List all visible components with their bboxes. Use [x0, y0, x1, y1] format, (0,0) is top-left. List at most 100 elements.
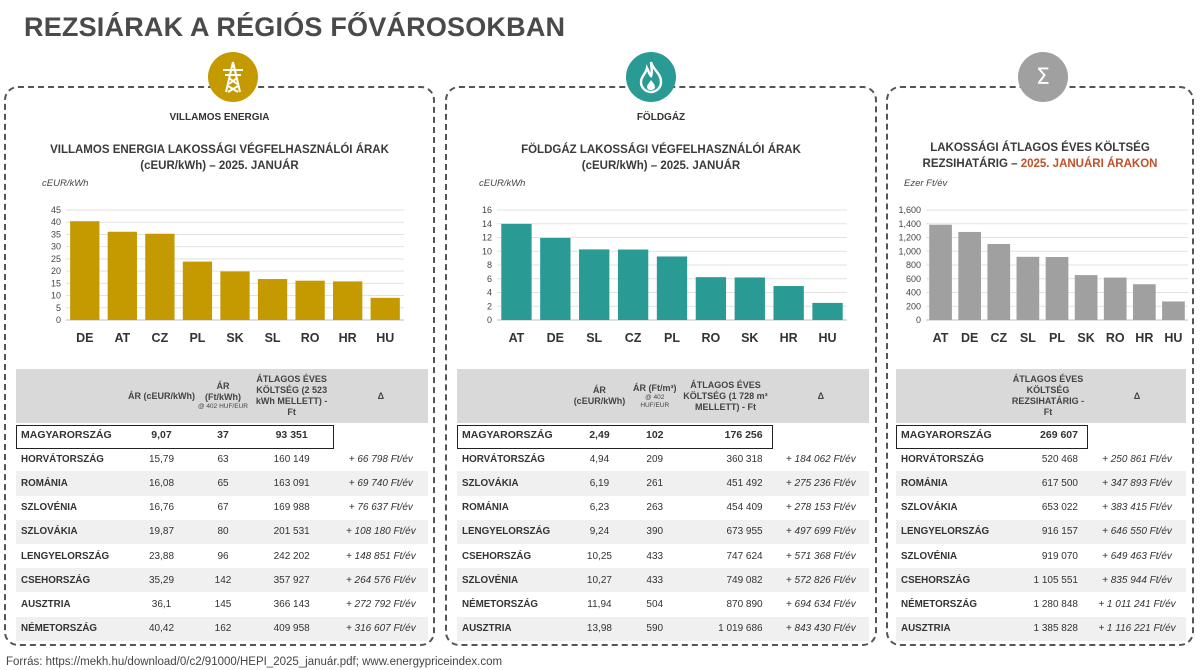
header-price-ceur: ÁR (cEUR/kWh)	[567, 369, 632, 423]
bar-AT	[501, 223, 532, 320]
header-delta: Δ	[333, 369, 428, 423]
chart-title-line2b: 2025. JANUÁRI ÁRAKON	[1020, 158, 1158, 170]
value-cell: 6,23	[589, 502, 610, 514]
category-label: VILLAMOS ENERGIA	[6, 112, 433, 123]
table-row: AUSZTRIA 1 385 828 + 1 116 221 Ft/év	[896, 616, 1186, 641]
value-cell: 80	[196, 519, 250, 544]
value-cell: 357 927	[249, 568, 334, 593]
y-tick-label: 1,400	[898, 219, 921, 229]
sigma-icon: Σ	[1018, 52, 1068, 102]
electricity-panel: VILLAMOS ENERGIA VILLAMOS ENERGIA LAKOSS…	[4, 86, 435, 646]
country-cell: LENGYELORSZÁG	[896, 519, 1008, 544]
header-price-ft: ÁR (Ft/kWh) @ 402 HUF/EUR	[196, 369, 250, 423]
country-cell: SZLOVÁKIA	[901, 502, 958, 514]
delta-cell: + 843 430 Ft/év	[772, 616, 869, 641]
value-cell: 145	[214, 598, 232, 610]
total-cost-panel: LAKOSSÁGI ÁTLAGOS ÉVES KÖLTSÉG REZSIHATÁ…	[886, 86, 1194, 646]
value-cell: 65	[196, 471, 250, 496]
country-cell: LENGYELORSZÁG	[457, 519, 568, 544]
y-tick-label: 16	[482, 205, 492, 215]
y-tick-label: 35	[51, 229, 61, 239]
bar-RO	[695, 277, 727, 320]
value-cell: 40,42	[126, 616, 197, 641]
electricity-price-chart: 0 5 10 15 20 25 30 35 40 45 DE AT CZ PL SK SL RO HR HU	[51, 205, 404, 345]
x-tick-label: SK	[741, 331, 758, 345]
value-cell	[772, 423, 869, 448]
x-tick-label: SL	[1020, 331, 1036, 345]
x-tick-label: CZ	[990, 331, 1007, 345]
chart-unit: cEUR/kWh	[479, 178, 526, 189]
y-tick-label: 0	[56, 315, 61, 325]
value-cell: 102	[631, 423, 679, 448]
country-cell: HORVÁTORSZÁG	[21, 453, 104, 465]
header-annual-cost: ÁTLAGOS ÉVES KÖLTSÉG REZSIHATÁRIG - Ft	[1008, 369, 1088, 423]
country-cell: AUSZTRIA	[896, 616, 1008, 641]
value-cell: 169 988	[273, 502, 310, 514]
country-cell: NÉMETORSZÁG	[901, 598, 978, 610]
value-cell: 269 607	[1008, 423, 1088, 448]
chart-title-line1: VILLAMOS ENERGIA LAKOSSÁGI VÉGFELHASZNÁL…	[50, 144, 389, 156]
country-cell: MAGYARORSZÁG	[896, 423, 1008, 448]
delta-cell: + 184 062 Ft/év	[785, 453, 856, 465]
table-row: HORVÁTORSZÁG 520 468 + 250 861 Ft/év	[896, 447, 1186, 471]
table-row: SZLOVÉNIA 10,27 433 749 082 + 572 826 Ft/év	[457, 568, 869, 593]
gas-price-chart: 0 2 4 6 8 10 12 14 16 AT DE SL CZ PL RO SK HR HU	[482, 205, 847, 345]
header-empty	[16, 369, 127, 423]
y-tick-label: 400	[906, 288, 921, 298]
x-tick-label: HR	[339, 331, 357, 345]
x-tick-label: PL	[664, 331, 680, 345]
value-cell: 366 143	[273, 598, 310, 610]
bar-HU	[812, 302, 843, 320]
delta-cell: + 347 893 Ft/év	[1088, 471, 1186, 496]
value-cell: 2,49	[567, 423, 632, 448]
bar-SK	[220, 271, 250, 320]
delta-cell: + 571 368 Ft/év	[785, 550, 856, 562]
value-cell: 1 019 686	[678, 616, 773, 641]
value-cell: 747 624	[726, 550, 763, 562]
x-tick-label: DE	[76, 331, 93, 345]
value-cell: 673 955	[678, 519, 773, 544]
x-tick-label: SL	[265, 331, 281, 345]
country-cell: AUSZTRIA	[21, 598, 71, 610]
bar-RO	[1103, 277, 1127, 320]
hungary-highlight-box	[896, 425, 1088, 450]
category-label-text: VILLAMOS ENERGIA	[169, 112, 270, 123]
delta-cell: + 272 792 Ft/év	[345, 598, 416, 610]
category-label: FÖLDGÁZ	[447, 112, 875, 123]
header-price-ft-text: ÁR (Ft/kWh)	[205, 381, 241, 402]
header-price-ceur: ÁR (cEUR/kWh)	[126, 369, 197, 423]
y-tick-label: 14	[482, 219, 492, 229]
gas-table: ÁR (cEUR/kWh) ÁR (Ft/m³) @ 402 HUF/EUR ÁT…	[457, 369, 869, 641]
header-delta: Δ	[772, 369, 869, 423]
bar-CZ	[617, 249, 649, 320]
chart-title: VILLAMOS ENERGIA LAKOSSÁGI VÉGFELHASZNÁL…	[6, 142, 433, 174]
x-tick-label: HR	[780, 331, 798, 345]
value-cell: 1 105 551	[1008, 568, 1088, 593]
country-cell: SZLOVÁKIA	[16, 519, 127, 544]
delta-cell: + 1 116 221 Ft/év	[1088, 616, 1186, 641]
value-cell: 16,76	[149, 502, 175, 514]
table-row: CSEHORSZÁG 35,29 142 357 927 + 264 576 Ft/év	[16, 568, 428, 593]
x-tick-label: HU	[376, 331, 394, 345]
value-cell: 919 070	[1041, 550, 1078, 562]
value-cell: 160 149	[273, 453, 310, 465]
value-cell: 162	[196, 616, 250, 641]
x-tick-label: CZ	[152, 331, 169, 345]
table-row: SZLOVÁKIA 19,87 80 201 531 + 108 180 Ft/év	[16, 519, 428, 544]
bar-SL	[1016, 256, 1040, 320]
delta-cell: + 646 550 Ft/év	[1088, 519, 1186, 544]
x-tick-label: AT	[933, 331, 949, 345]
country-cell: HORVÁTORSZÁG	[901, 453, 984, 465]
value-cell: 19,87	[126, 519, 197, 544]
country-cell: HORVÁTORSZÁG	[462, 453, 545, 465]
value-cell: 590	[631, 616, 679, 641]
y-tick-label: 10	[51, 291, 61, 301]
value-cell: 11,94	[587, 598, 612, 610]
table-row: SZLOVÉNIA 919 070 + 649 463 Ft/év	[896, 544, 1186, 568]
bar-SK	[1074, 275, 1098, 320]
bar-SL	[257, 279, 288, 320]
header-price-ft-text: ÁR (Ft/m³)	[633, 382, 677, 393]
bar-SL	[579, 249, 610, 320]
value-cell: 37	[196, 423, 250, 448]
country-cell: LENGYELORSZÁG	[21, 550, 110, 562]
